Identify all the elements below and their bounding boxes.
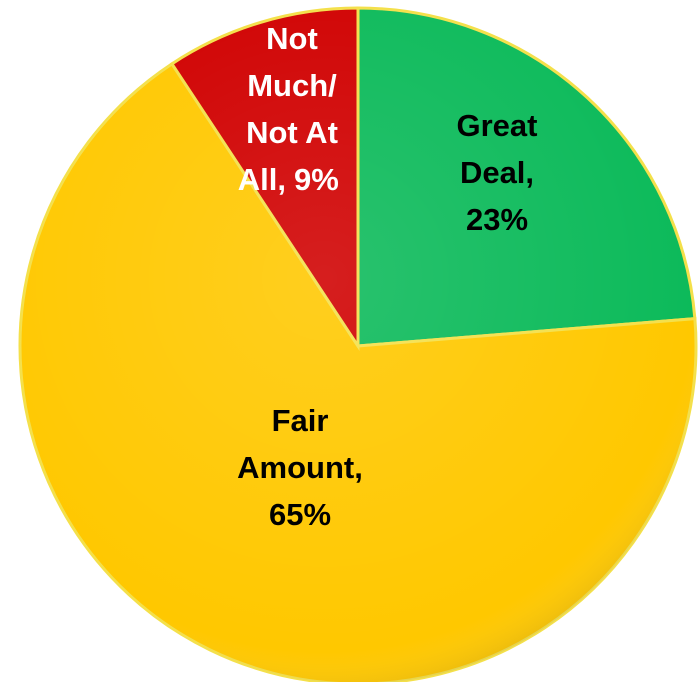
value-label: 9% — [294, 162, 339, 197]
pie — [18, 6, 698, 682]
value-label: 23% — [466, 202, 528, 237]
slice-label: Great Deal, — [457, 108, 538, 190]
slice-label: Fair Amount, — [237, 403, 363, 485]
labels: Great Deal, 23% Fair Amount, 65% Not Much/Not A… — [237, 21, 537, 532]
value-label: 65% — [269, 497, 331, 532]
slice-label: Not Much/Not At All, — [238, 21, 338, 197]
